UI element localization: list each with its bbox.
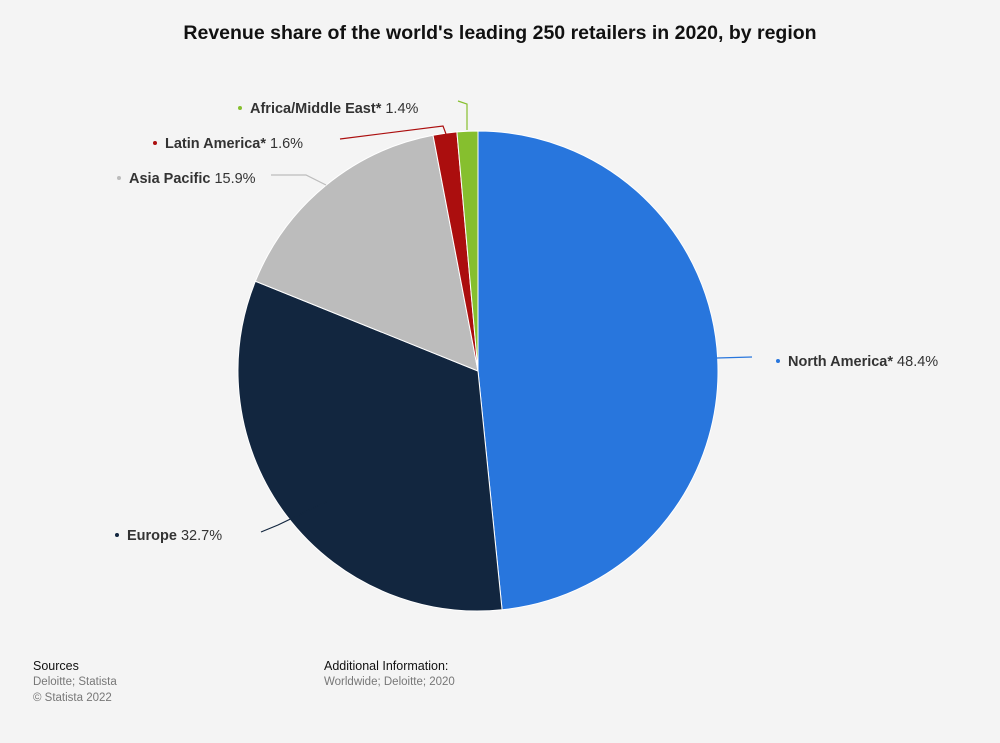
slice-label-north-america: North America* 48.4%: [788, 354, 938, 370]
slice-category-north-america: North America*: [788, 354, 893, 370]
slice-category-asia-pacific: Asia Pacific: [129, 171, 210, 187]
copyright-text: © Statista 2022: [33, 692, 112, 704]
sources-block: Sources Deloitte; Statista © Statista 20…: [33, 658, 117, 706]
legend-dot-north-america: [776, 359, 780, 363]
pie-slice-africa-middle-east[interactable]: [456, 130, 479, 372]
slice-category-latin-america: Latin America*: [165, 136, 266, 152]
legend-dot-asia-pacific: [117, 176, 121, 180]
slice-value-africa-middle-east: 1.4%: [381, 101, 418, 117]
pie-slice-north-america[interactable]: [477, 130, 719, 611]
legend-dot-europe: [115, 533, 119, 537]
legend-dot-africa-middle-east: [238, 106, 242, 110]
slice-label-latin-america: Latin America* 1.6%: [165, 136, 303, 152]
slice-label-africa-middle-east: Africa/Middle East* 1.4%: [250, 101, 419, 117]
leader-line-latin-america: [339, 125, 447, 140]
slice-label-asia-pacific: Asia Pacific 15.9%: [129, 171, 256, 187]
slice-value-north-america: 48.4%: [893, 354, 938, 370]
pie-slice-europe[interactable]: [237, 280, 503, 612]
pie-slice-asia-pacific[interactable]: [254, 134, 479, 372]
slice-value-latin-america: 1.6%: [266, 136, 303, 152]
leader-line-north-america: [716, 356, 753, 359]
chart-title: Revenue share of the world's leading 250…: [183, 22, 817, 44]
slice-value-asia-pacific: 15.9%: [210, 171, 255, 187]
additional-info-text: Worldwide; Deloitte; 2020: [324, 676, 455, 688]
leader-line-asia-pacific: [271, 174, 327, 186]
leader-line-africa-middle-east: [457, 100, 468, 130]
sources-heading: Sources: [33, 659, 79, 673]
additional-info-heading: Additional Information:: [324, 659, 449, 673]
slice-category-africa-middle-east: Africa/Middle East*: [250, 101, 382, 117]
additional-info-block: Additional Information: Worldwide; Deloi…: [324, 658, 455, 690]
legend-dot-latin-america: [153, 141, 157, 145]
slice-label-europe: Europe 32.7%: [127, 528, 222, 544]
sources-text: Deloitte; Statista: [33, 676, 117, 688]
slice-value-europe: 32.7%: [177, 528, 222, 544]
leader-line-europe: [260, 500, 329, 533]
slice-category-europe: Europe: [127, 528, 177, 544]
